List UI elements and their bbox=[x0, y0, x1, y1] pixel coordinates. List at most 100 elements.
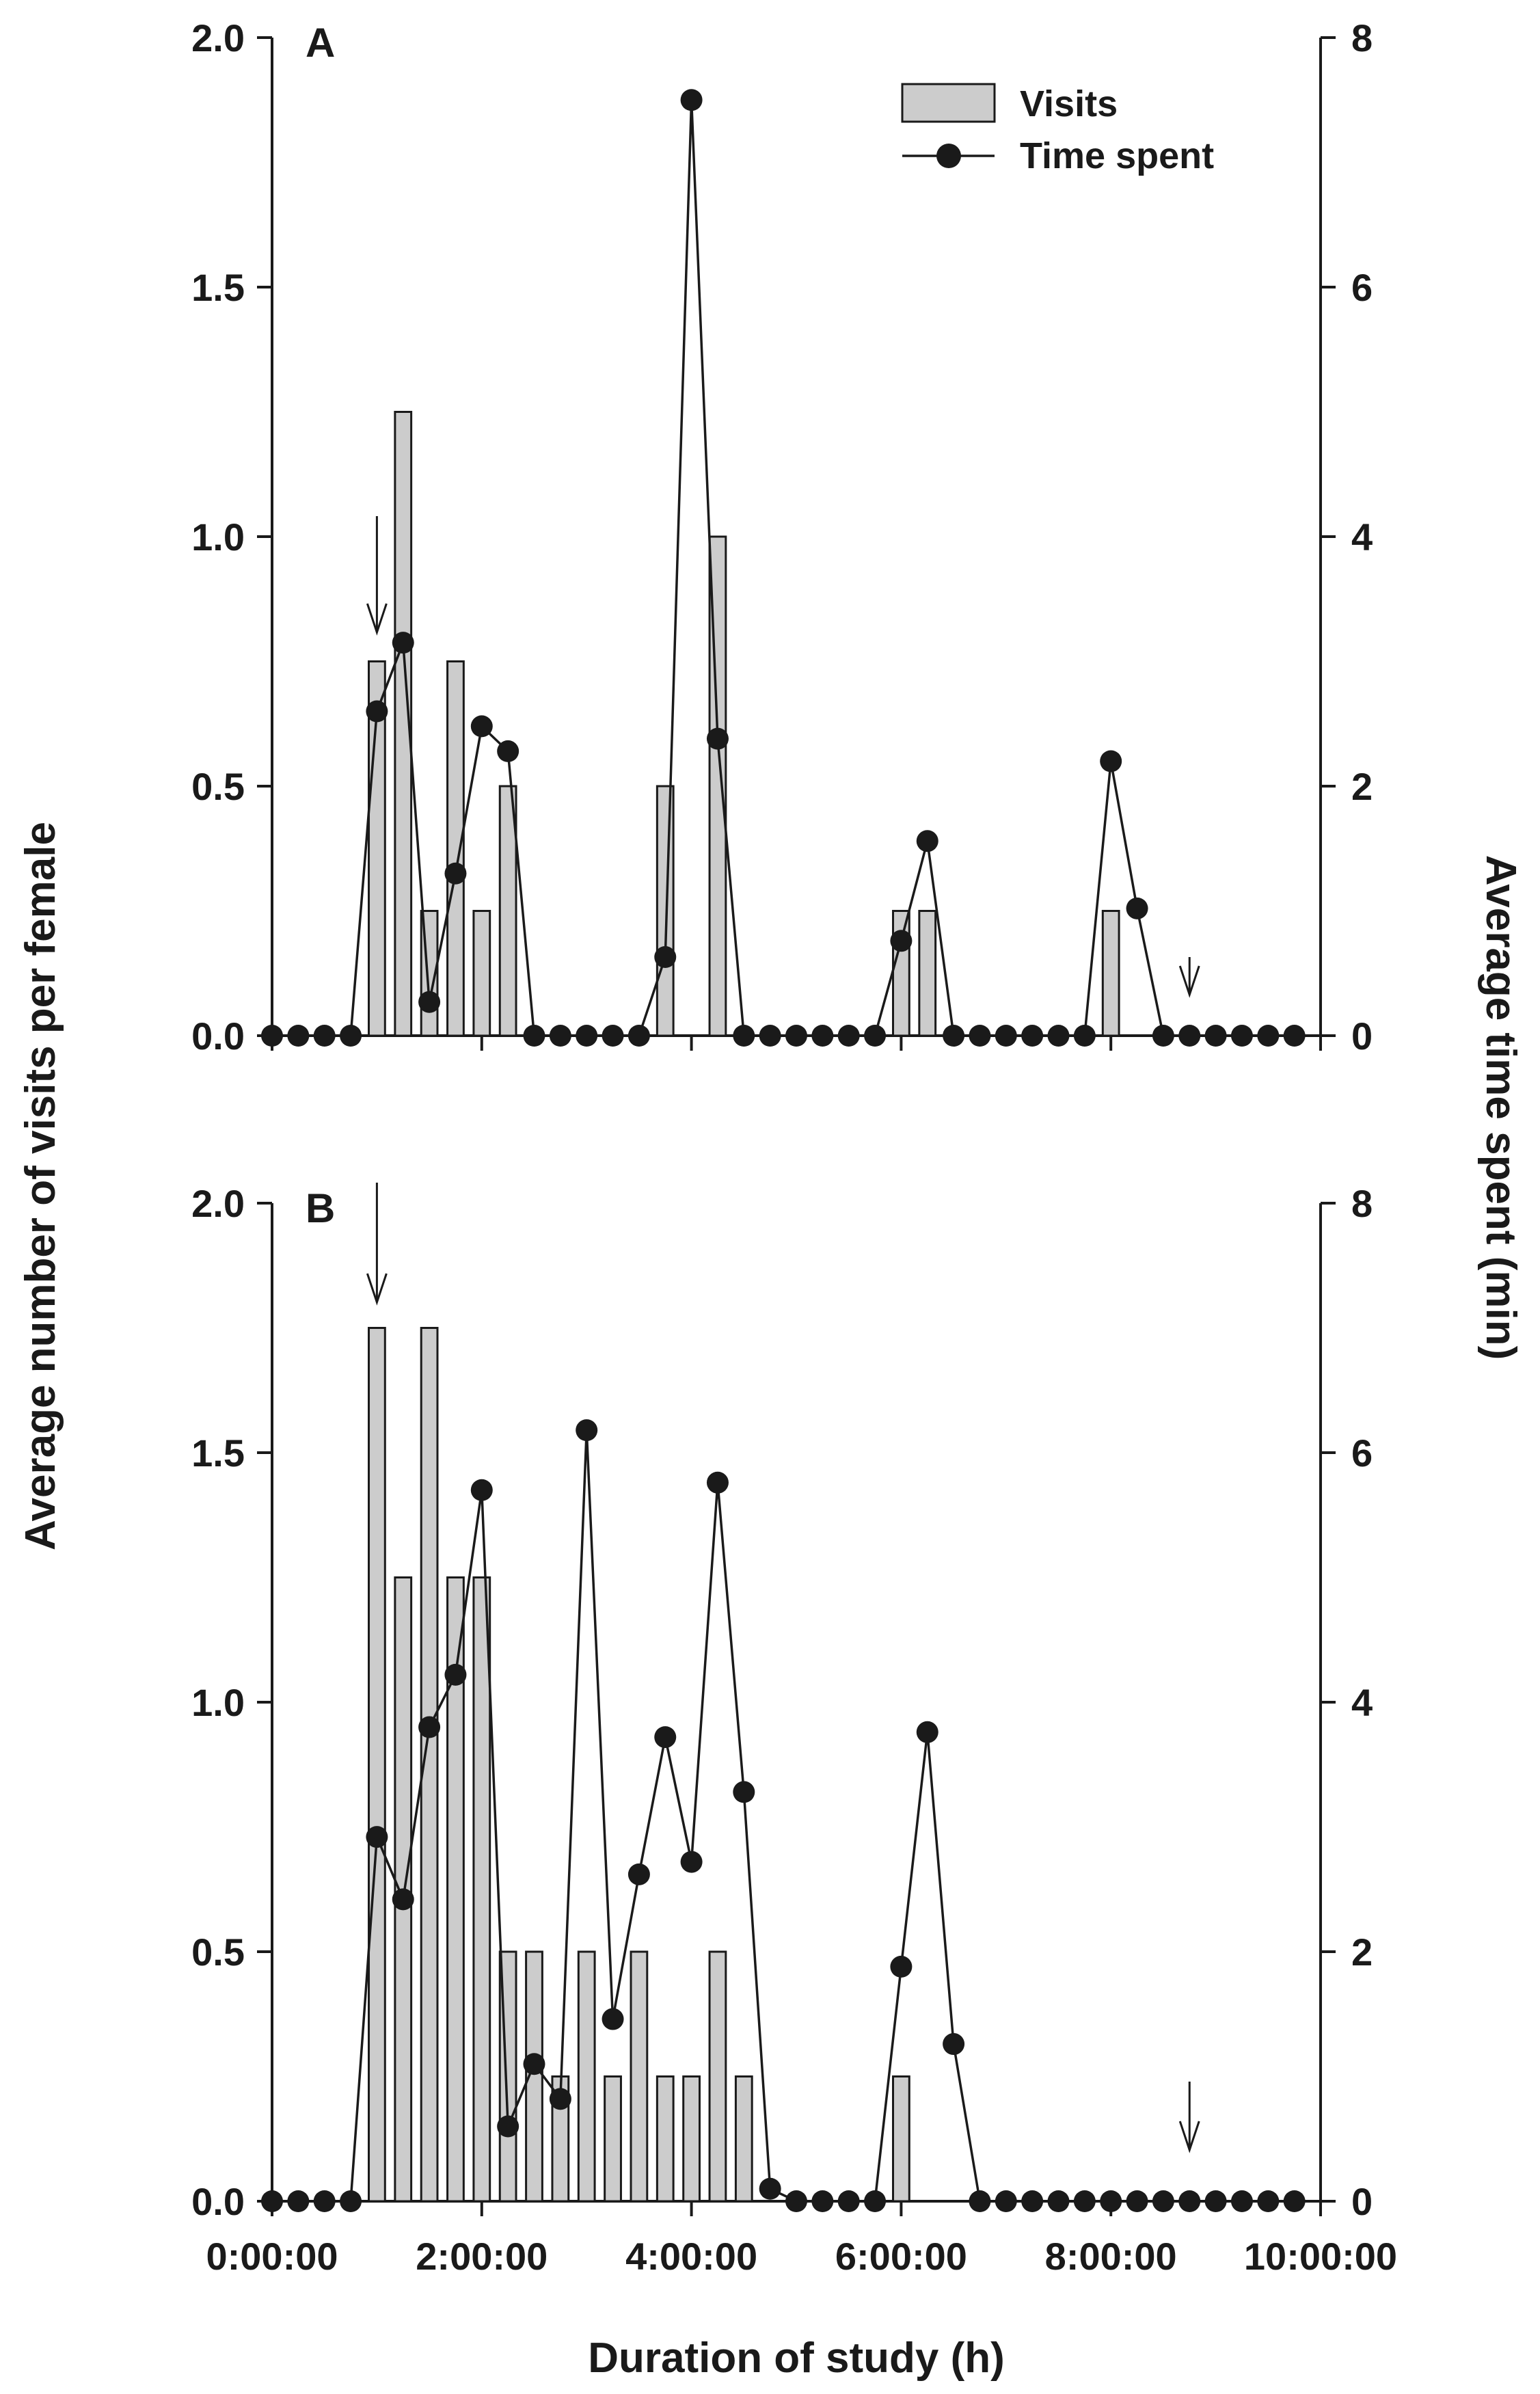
point-time-spent bbox=[1178, 2190, 1200, 2212]
point-time-spent bbox=[785, 2190, 807, 2212]
point-time-spent bbox=[1100, 2190, 1122, 2212]
y-right-tick-label: 0 bbox=[1351, 2180, 1373, 2223]
y-axis-right-title: Average time spent (min) bbox=[1477, 855, 1524, 1360]
point-time-spent bbox=[287, 1025, 309, 1047]
y-left-tick-label: 2.0 bbox=[191, 16, 245, 59]
point-time-spent bbox=[497, 2116, 519, 2138]
point-time-spent bbox=[340, 1025, 362, 1047]
point-time-spent bbox=[366, 1826, 388, 1848]
point-time-spent bbox=[524, 1025, 545, 1047]
point-time-spent bbox=[524, 2053, 545, 2075]
y-left-tick-label: 0.0 bbox=[191, 1014, 245, 1058]
point-time-spent bbox=[1231, 1025, 1253, 1047]
y-left-tick-label: 1.5 bbox=[191, 1431, 245, 1475]
point-time-spent bbox=[995, 1025, 1017, 1047]
point-time-spent bbox=[418, 991, 440, 1013]
y-right-tick-label: 8 bbox=[1351, 1182, 1373, 1225]
point-time-spent bbox=[811, 2190, 833, 2212]
x-axis: 0:00:00 2:00:00 4:00:00 6:00:00 8:00:00 10:00… bbox=[206, 2235, 1397, 2278]
bar-visits bbox=[657, 786, 673, 1036]
point-time-spent bbox=[1074, 1025, 1096, 1047]
panel-a: 0.0 0.5 1.0 1.5 2.0 0 2 4 6 8 A Visits Time spent bbox=[191, 16, 1373, 1058]
y-left-tick-label: 2.0 bbox=[191, 1182, 245, 1225]
x-tick-label: 10:00:00 bbox=[1244, 2235, 1397, 2278]
point-time-spent bbox=[890, 1956, 912, 1978]
point-time-spent bbox=[1178, 1025, 1200, 1047]
y-left-tick-label: 1.0 bbox=[191, 515, 245, 559]
bar-visits bbox=[605, 2077, 621, 2202]
y-left-tick-label: 1.0 bbox=[191, 1681, 245, 1724]
point-time-spent bbox=[1257, 2190, 1279, 2212]
panel-label: A bbox=[306, 20, 335, 66]
point-time-spent bbox=[602, 1025, 624, 1047]
bar-visits bbox=[735, 2077, 752, 2202]
point-time-spent bbox=[1021, 2190, 1043, 2212]
point-time-spent bbox=[917, 1721, 938, 1743]
point-time-spent bbox=[340, 2190, 362, 2212]
point-time-spent bbox=[707, 728, 729, 750]
point-time-spent bbox=[1284, 1025, 1306, 1047]
bar-visits bbox=[919, 911, 936, 1036]
point-time-spent bbox=[1152, 2190, 1174, 2212]
y-right-tick-label: 4 bbox=[1351, 515, 1373, 559]
point-time-spent bbox=[366, 701, 388, 723]
point-time-spent bbox=[287, 2190, 309, 2212]
bar-visits bbox=[710, 1952, 726, 2201]
bar-visits bbox=[578, 1952, 595, 2201]
bar-visits bbox=[657, 2077, 673, 2202]
point-time-spent bbox=[811, 1025, 833, 1047]
legend-marker-time-spent bbox=[936, 144, 961, 168]
point-time-spent bbox=[681, 1851, 703, 1873]
point-time-spent bbox=[759, 1025, 781, 1047]
point-time-spent bbox=[314, 1025, 336, 1047]
point-time-spent bbox=[969, 2190, 990, 2212]
legend-swatch-visits bbox=[902, 84, 995, 122]
point-time-spent bbox=[261, 1025, 283, 1047]
point-time-spent bbox=[392, 1888, 414, 1910]
y-right-tick-label: 4 bbox=[1351, 1681, 1373, 1724]
point-time-spent bbox=[943, 2033, 964, 2055]
point-time-spent bbox=[1205, 2190, 1227, 2212]
point-time-spent bbox=[681, 89, 703, 111]
x-tick-label: 4:00:00 bbox=[625, 2235, 757, 2278]
point-time-spent bbox=[1100, 751, 1122, 772]
point-time-spent bbox=[733, 1781, 755, 1803]
point-time-spent bbox=[1021, 1025, 1043, 1047]
point-time-spent bbox=[497, 740, 519, 762]
point-time-spent bbox=[838, 2190, 860, 2212]
y-axis-left-title: Average number of visits per female bbox=[17, 822, 64, 1550]
panel-label: B bbox=[306, 1185, 335, 1231]
x-tick-label: 6:00:00 bbox=[835, 2235, 967, 2278]
point-time-spent bbox=[654, 946, 676, 968]
bar-visits bbox=[631, 1952, 647, 2201]
y-right-tick-label: 2 bbox=[1351, 1931, 1373, 1974]
point-time-spent bbox=[602, 2008, 624, 2030]
x-axis-title: Duration of study (h) bbox=[588, 2335, 1005, 2382]
point-time-spent bbox=[707, 1472, 729, 1494]
point-time-spent bbox=[1048, 2190, 1070, 2212]
bar-visits bbox=[369, 1328, 386, 2202]
point-time-spent bbox=[1205, 1025, 1227, 1047]
figure: 0.00.51.01.52.002468AVisitsTime spent 0.… bbox=[0, 0, 1540, 2394]
legend-label-visits: Visits bbox=[1020, 83, 1118, 124]
point-time-spent bbox=[785, 1025, 807, 1047]
y-right-tick-label: 6 bbox=[1351, 266, 1373, 309]
point-time-spent bbox=[864, 2190, 886, 2212]
point-time-spent bbox=[261, 2190, 283, 2212]
bar-visits bbox=[474, 1578, 490, 2202]
y-left-tick-label: 0.5 bbox=[191, 765, 245, 808]
point-time-spent bbox=[576, 1025, 597, 1047]
point-time-spent bbox=[1074, 2190, 1096, 2212]
point-time-spent bbox=[628, 1864, 650, 1885]
bar-visits bbox=[893, 911, 910, 1036]
point-time-spent bbox=[576, 1419, 597, 1441]
x-tick-label: 8:00:00 bbox=[1045, 2235, 1177, 2278]
point-time-spent bbox=[471, 715, 493, 737]
point-time-spent bbox=[444, 863, 466, 885]
point-time-spent bbox=[1152, 1025, 1174, 1047]
point-time-spent bbox=[444, 1664, 466, 1686]
bar-visits bbox=[684, 2077, 700, 2202]
point-time-spent bbox=[471, 1479, 493, 1501]
point-time-spent bbox=[838, 1025, 860, 1047]
legend-label-time-spent: Time spent bbox=[1020, 135, 1214, 176]
